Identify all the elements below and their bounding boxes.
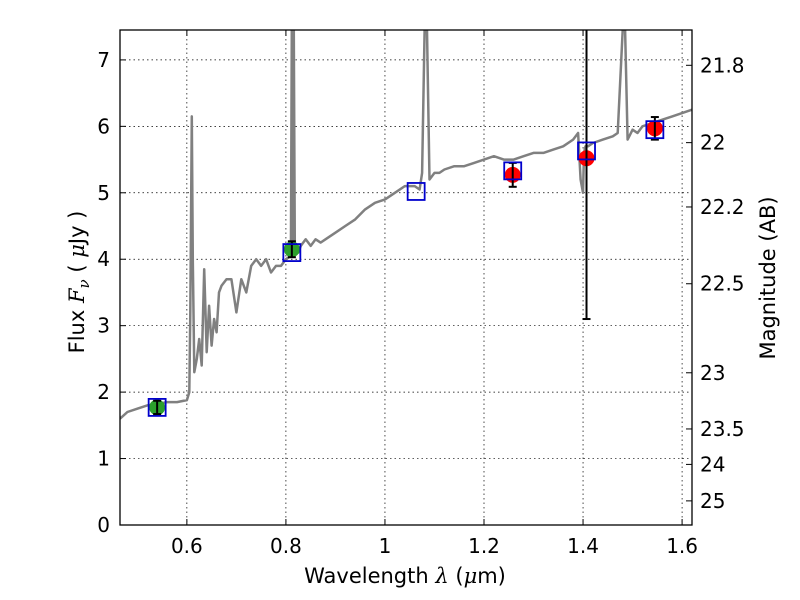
y-tick-label: 5 [97,181,110,205]
x-tick-label: 1.4 [567,534,599,558]
y-tick-label: 2 [97,380,110,404]
mag-tick-label: 22.5 [700,272,745,296]
mag-tick-label: 21.8 [700,53,745,77]
model-flux-box [503,161,523,181]
model-flux-box [577,141,596,161]
y-tick-label: 7 [97,48,110,72]
model-flux-box [406,182,426,201]
mag-tick-label: 25 [700,489,725,513]
plot-frame [119,29,693,526]
mag-tick-label: 22.2 [700,195,745,219]
x-tick-label: 0.8 [270,534,302,558]
model-flux-box [282,243,302,262]
grid-lines [120,30,692,525]
y2-axis-title: Magnitude (AB) [756,196,780,359]
y-tick-label: 1 [97,447,110,471]
x-tick-label: 1.6 [666,534,698,558]
x-tick-label: 1 [379,534,392,558]
x-axis-title: Wavelength λ (μm) [304,564,506,588]
model-flux-box [147,397,167,417]
mag-tick-label: 22 [700,131,725,155]
y-tick-label: 3 [97,314,110,338]
y-axis-title: Flux Fν ( μJy ) [65,211,93,354]
mag-tick-label: 24 [700,452,725,476]
mag-tick-label: 23 [700,361,725,385]
x-tick-label: 1.2 [468,534,500,558]
y-tick-label: 4 [97,247,110,271]
plot-area [120,30,692,420]
y-tick-label: 0 [97,513,110,537]
x-tick-label: 0.6 [171,534,203,558]
y-tick-label: 6 [97,114,110,138]
model-flux-box [645,120,665,140]
spectrum-line [120,30,692,420]
mag-tick-label: 23.5 [700,417,745,441]
